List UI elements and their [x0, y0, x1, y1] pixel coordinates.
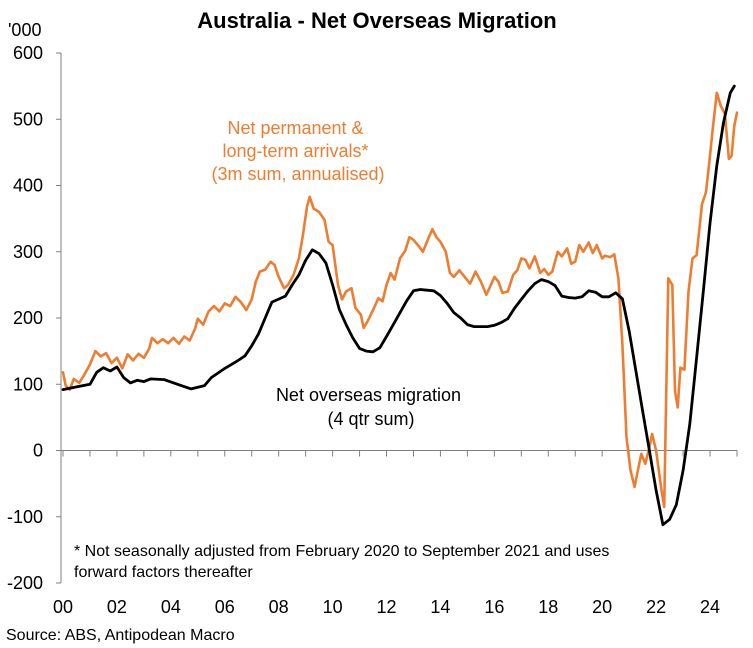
- y-tick-label: 400: [13, 176, 43, 196]
- x-tick-label: 20: [592, 597, 612, 617]
- x-tick-label: 08: [269, 597, 289, 617]
- black-series-annotation: Net overseas migration (4 qtr sum): [276, 385, 466, 429]
- orange-annotation-line-3: (3m sum, annualised): [211, 164, 384, 184]
- y-tick-label: -100: [7, 507, 43, 527]
- series-layer: [61, 84, 739, 527]
- series-line-net-overseas-migration: [61, 84, 736, 527]
- chart-source: Source: ABS, Antipodean Macro: [6, 627, 235, 644]
- orange-annotation-line-2: long-term arrivals*: [222, 141, 368, 161]
- chart-footnote: * Not seasonally adjusted from February …: [74, 543, 614, 581]
- x-tick-label: 12: [377, 597, 397, 617]
- x-tick-label: 10: [323, 597, 343, 617]
- y-axis-unit-label: '000: [8, 20, 41, 40]
- black-annotation-line-1: Net overseas migration: [276, 385, 461, 405]
- x-tick-label: 14: [430, 597, 450, 617]
- x-axis: 00 02 04 06 08 10 12 14 16 18 20 22 24: [53, 450, 738, 617]
- y-tick-label: 300: [13, 242, 43, 262]
- x-tick-label: 16: [484, 597, 504, 617]
- footnote-line-1: * Not seasonally adjusted from February …: [74, 543, 609, 560]
- x-tick-label: 24: [700, 597, 720, 617]
- chart-title: Australia - Net Overseas Migration: [197, 8, 556, 33]
- x-tick-label: 04: [161, 597, 181, 617]
- y-tick-label: 0: [33, 441, 43, 461]
- orange-annotation-line-1: Net permanent &: [227, 118, 363, 138]
- x-tick-label: 02: [107, 597, 127, 617]
- x-tick-label: 00: [53, 597, 73, 617]
- y-tick-label: 200: [13, 308, 43, 328]
- x-tick-label: 22: [646, 597, 666, 617]
- y-tick-label: -200: [7, 573, 43, 593]
- y-tick-label: 500: [13, 109, 43, 129]
- orange-series-annotation: Net permanent & long-term arrivals* (3m …: [211, 118, 384, 184]
- x-tick-label: 06: [215, 597, 235, 617]
- x-tick-label: 18: [538, 597, 558, 617]
- y-tick-label: 600: [13, 43, 43, 63]
- series-line-net-permanent-long-term-arrivals: [61, 91, 739, 509]
- black-annotation-line-2: (4 qtr sum): [327, 409, 414, 429]
- y-tick-label: 100: [13, 374, 43, 394]
- y-axis: -200 -100 0 100 200 300 400 500 600: [7, 43, 62, 593]
- footnote-line-2: forward factors thereafter: [74, 564, 253, 581]
